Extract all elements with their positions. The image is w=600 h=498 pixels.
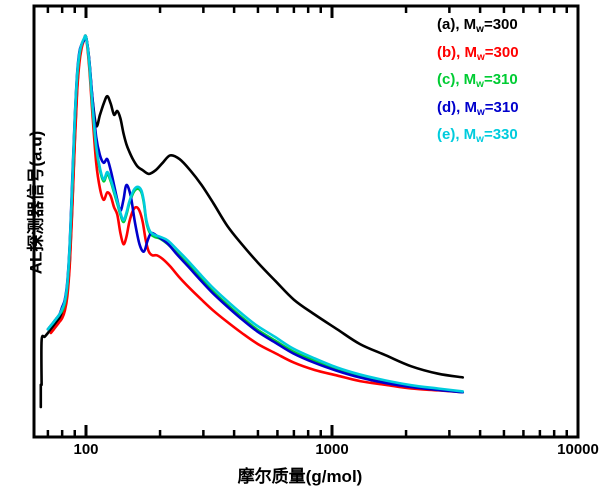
legend-item-value: =310: [483, 71, 518, 88]
legend-item-symbol: M: [464, 43, 478, 61]
legend-item-subscript: w: [476, 79, 484, 90]
y-axis-label: AL探测器信号(a.u): [26, 130, 46, 275]
legend-item-1: (b), Mw=300: [437, 42, 519, 70]
curve-series-3: [46, 34, 465, 394]
curve-series-4: [46, 34, 465, 393]
legend-item-3: (d), Mw=310: [437, 97, 519, 125]
legend-item-value: =330: [483, 126, 518, 143]
axis-frame: [32, 4, 580, 439]
legend-item-value: =300: [483, 16, 518, 33]
legend-item-prefix: (d),: [437, 98, 465, 116]
x-axis-label: 摩尔质量(g/mol): [237, 467, 363, 486]
legend-item-subscript: w: [476, 24, 484, 35]
legend-item-prefix: (e),: [437, 126, 464, 143]
legend-item-symbol: M: [464, 98, 478, 116]
legend-item-value: =300: [484, 43, 519, 61]
legend-item-0: (a), Mw=300: [437, 14, 519, 42]
curve-series-1: [49, 34, 465, 394]
x-tick-label: 1000: [315, 441, 349, 458]
legend-item-prefix: (b),: [437, 43, 465, 61]
legend-item-subscript: w: [476, 134, 484, 145]
legend-item-prefix: (c),: [437, 71, 464, 88]
legend-item-subscript: w: [477, 106, 485, 118]
legend-item-2: (c), Mw=310: [437, 69, 519, 97]
chart-legend: (a), Mw=300 (b), Mw=300 (c), Mw=310 (d), Mw…: [437, 14, 519, 152]
legend-item-value: =310: [484, 98, 519, 116]
legend-item-4: (e), Mw=330: [437, 124, 519, 152]
legend-item-symbol: M: [463, 71, 477, 88]
legend-item-symbol: M: [463, 16, 477, 33]
legend-item-prefix: (a),: [437, 16, 464, 33]
x-axis-ticks: [46, 6, 580, 437]
curve-series-0: [40, 34, 465, 387]
curve-series-2: [46, 34, 465, 394]
x-tick-label: 100: [73, 441, 99, 458]
legend-item-symbol: M: [463, 126, 477, 143]
x-tick-label: 10000: [557, 441, 599, 458]
data-curves: [39, 34, 465, 409]
legend-item-subscript: w: [477, 51, 485, 63]
